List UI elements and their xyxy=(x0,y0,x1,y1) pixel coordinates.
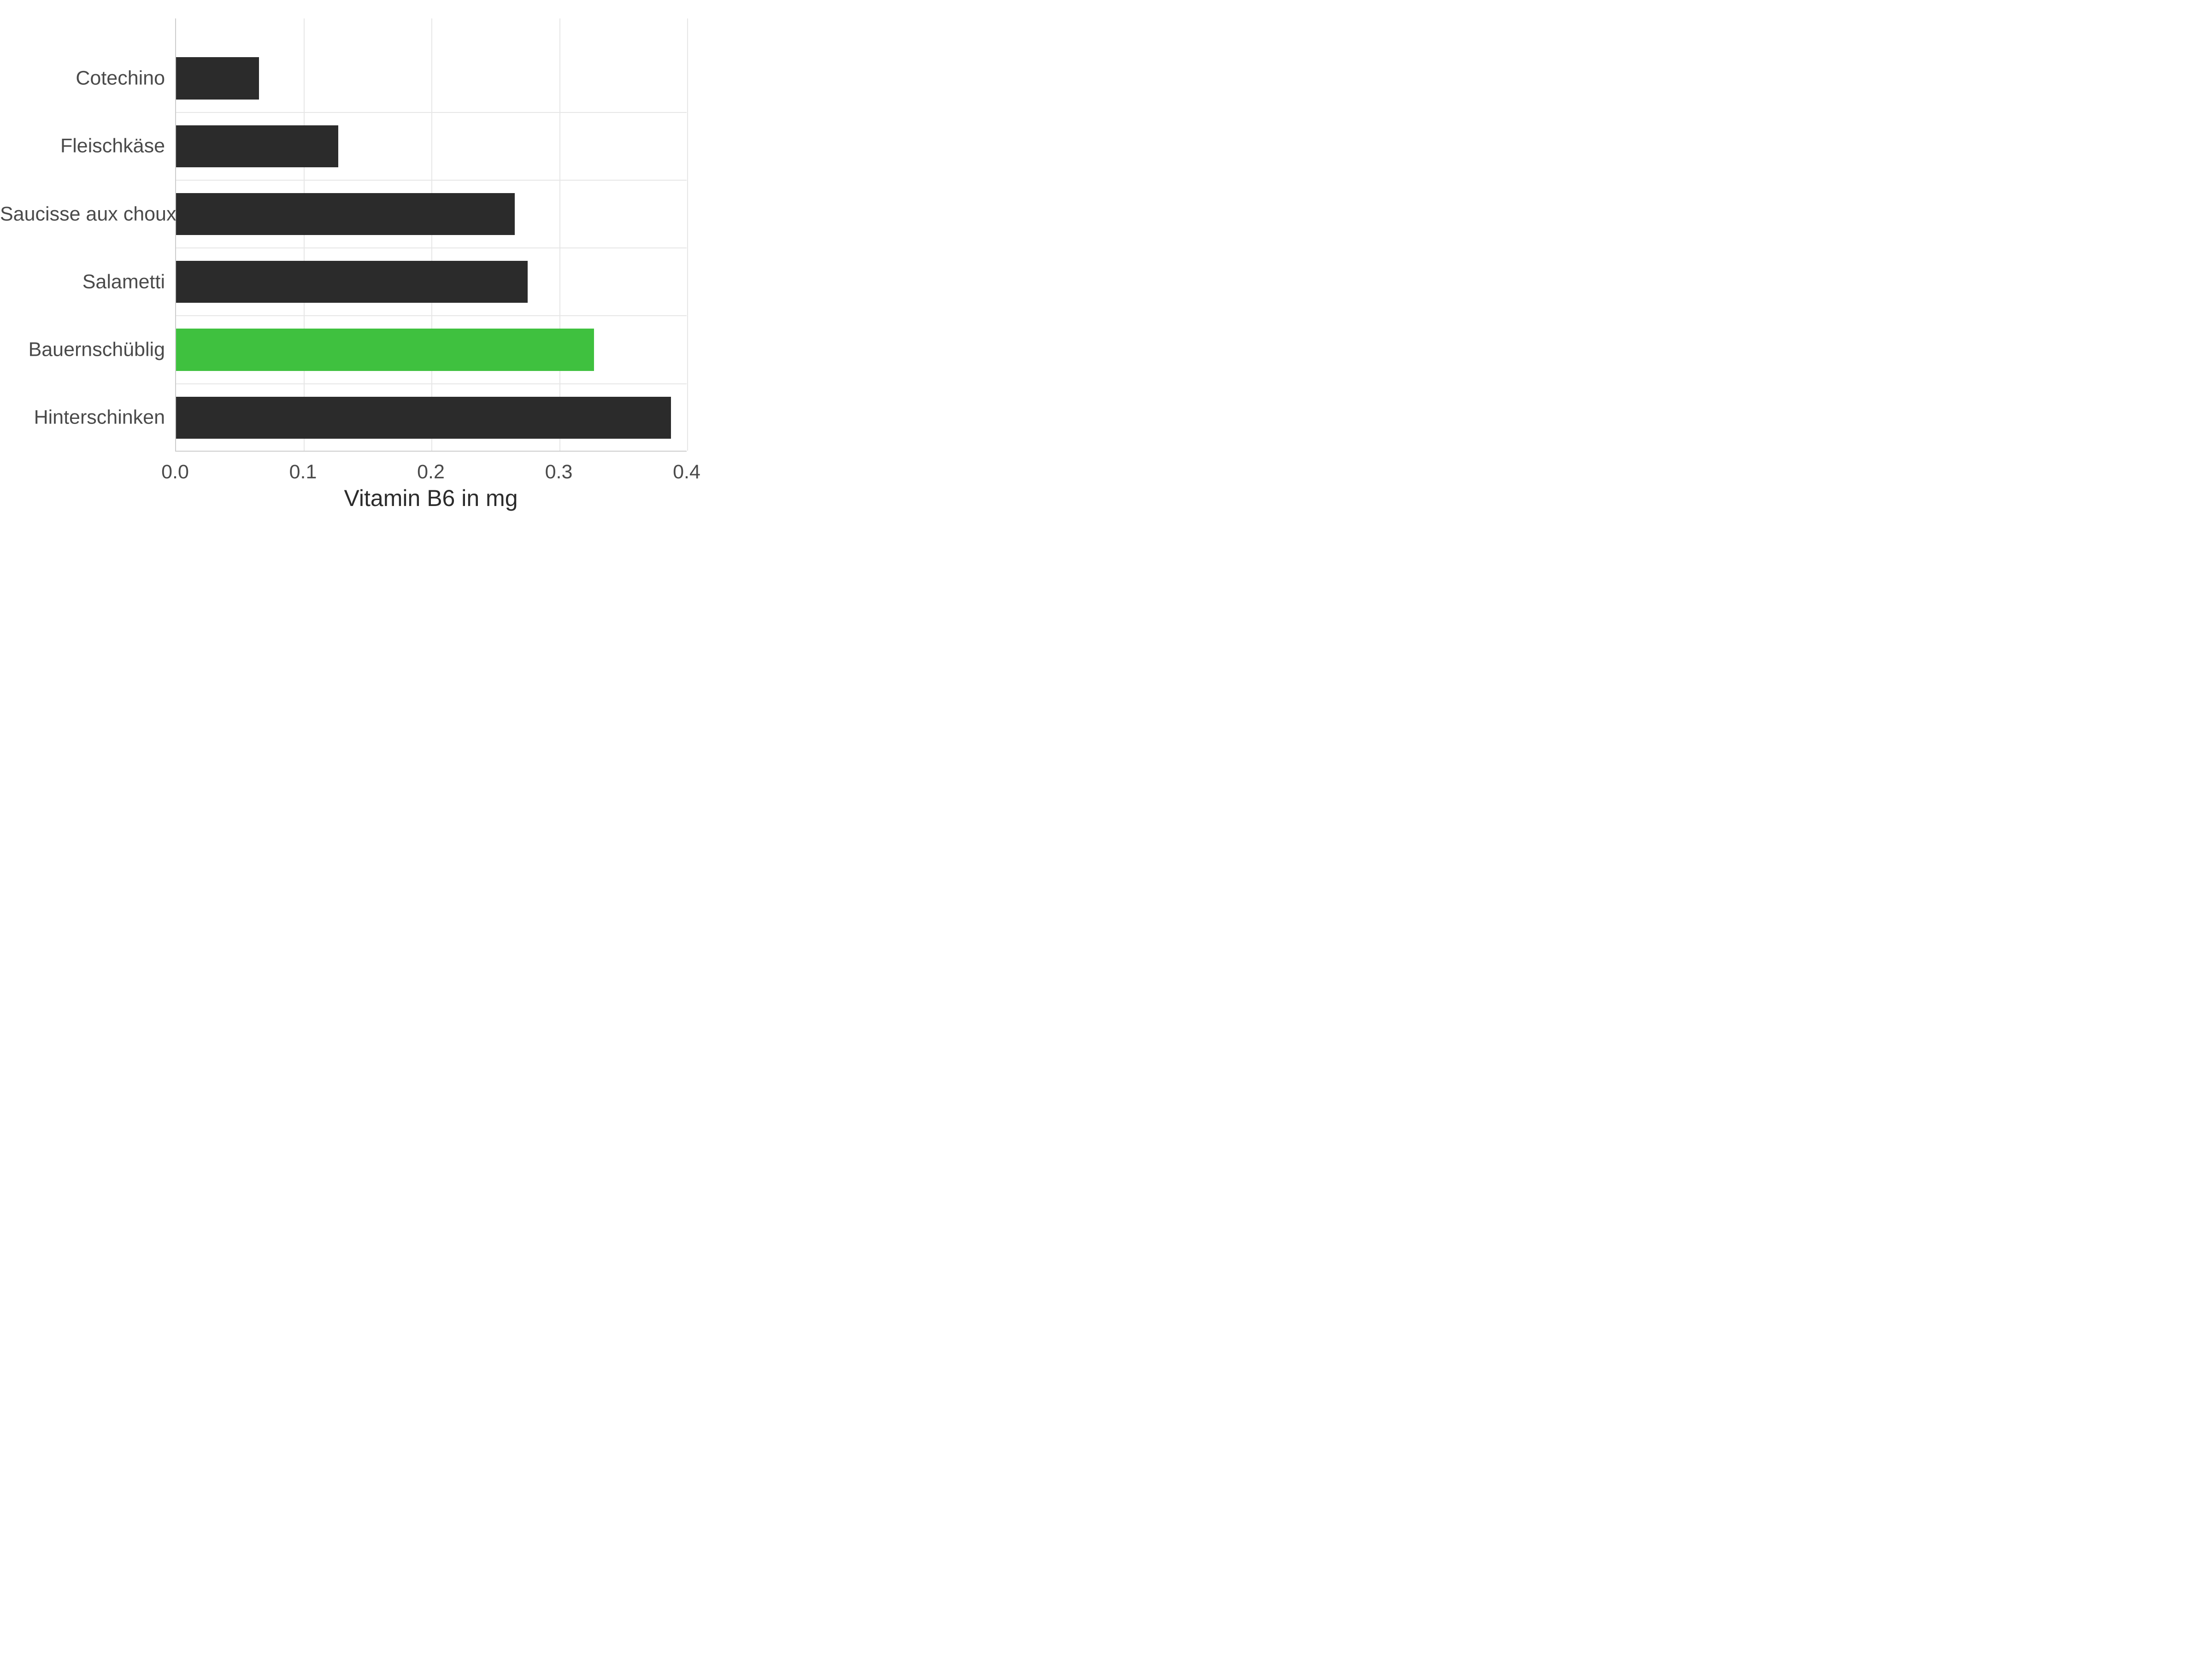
bar xyxy=(176,193,515,235)
y-axis-label: Salametti xyxy=(0,271,165,293)
x-axis-title: Vitamin B6 in mg xyxy=(344,485,518,512)
x-tick-label: 0.4 xyxy=(673,461,700,483)
y-axis-label: Bauernschüblig xyxy=(0,339,165,361)
x-tick-label: 0.2 xyxy=(417,461,445,483)
y-axis-label: Hinterschinken xyxy=(0,406,165,429)
x-tick-label: 0.3 xyxy=(545,461,573,483)
grid-line-h xyxy=(176,112,687,113)
grid-line-v xyxy=(687,18,688,451)
chart-container: Cotechino Fleischkäse Saucisse aux choux Sa… xyxy=(0,0,708,531)
y-axis-label: Cotechino xyxy=(0,67,165,90)
grid-line-h xyxy=(176,315,687,316)
grid-line-v xyxy=(559,18,560,451)
bar xyxy=(176,125,338,167)
x-tick-label: 0.0 xyxy=(161,461,189,483)
bar xyxy=(176,329,594,371)
y-axis-label: Saucisse aux choux xyxy=(0,203,165,225)
grid-line-h xyxy=(176,247,687,248)
bar xyxy=(176,57,259,99)
plot-area xyxy=(175,18,687,452)
x-tick-label: 0.1 xyxy=(289,461,317,483)
bar xyxy=(176,397,671,439)
bar xyxy=(176,261,528,303)
grid-line-h xyxy=(176,383,687,384)
y-axis-label: Fleischkäse xyxy=(0,135,165,158)
grid-line-h xyxy=(176,180,687,181)
